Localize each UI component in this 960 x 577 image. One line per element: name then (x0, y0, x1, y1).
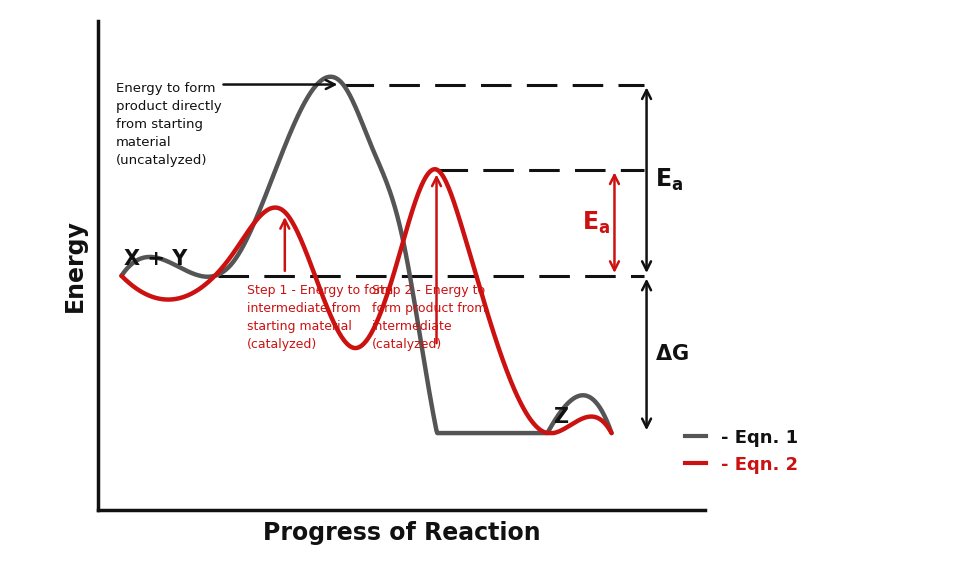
Text: Step 1 - Energy to form
intermediate from
starting material
(catalyzed): Step 1 - Energy to form intermediate fro… (247, 284, 394, 351)
Text: $\mathbf{E_a}$: $\mathbf{E_a}$ (656, 167, 684, 193)
Text: Energy to form
product directly
from starting
material
(uncatalyzed): Energy to form product directly from sta… (115, 83, 222, 167)
Text: Z: Z (553, 407, 568, 427)
Text: $\mathbf{E_a}$: $\mathbf{E_a}$ (583, 209, 611, 236)
Text: X + Y: X + Y (125, 249, 188, 269)
Y-axis label: Energy: Energy (63, 219, 87, 312)
Text: Step 2 - Energy to
form product from
intermediate
(catalyzed): Step 2 - Energy to form product from int… (372, 284, 487, 351)
Text: $\mathbf{\Delta G}$: $\mathbf{\Delta G}$ (656, 344, 689, 365)
Legend: - Eqn. 1, - Eqn. 2: - Eqn. 1, - Eqn. 2 (678, 422, 805, 481)
X-axis label: Progress of Reaction: Progress of Reaction (263, 520, 540, 545)
